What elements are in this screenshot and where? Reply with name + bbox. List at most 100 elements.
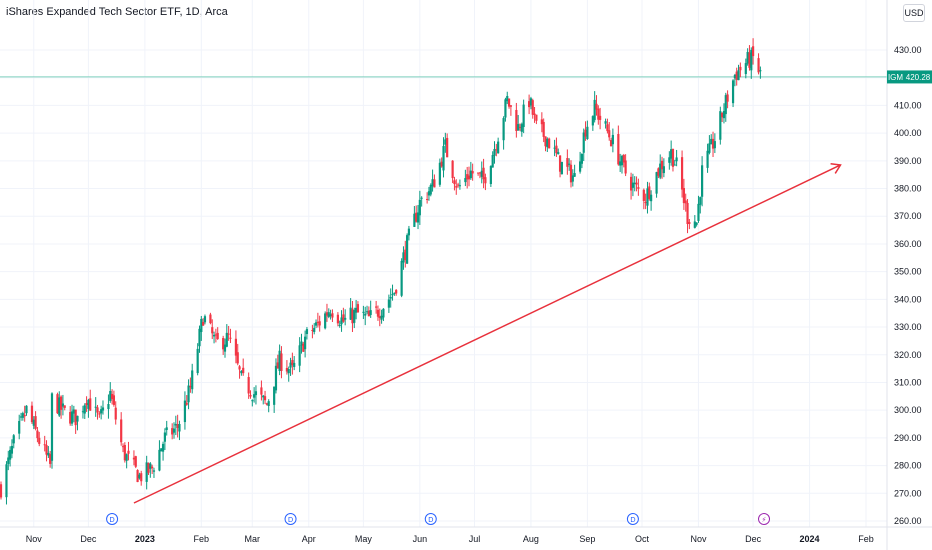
candle	[635, 176, 638, 192]
y-tick-label: 320.00	[894, 350, 922, 360]
candle-body	[604, 121, 607, 124]
candle-body	[236, 352, 239, 364]
candle-body	[737, 70, 740, 81]
candle-body	[695, 222, 698, 225]
candle	[176, 414, 179, 438]
event-marker-label: D	[288, 516, 293, 524]
candle	[518, 123, 522, 132]
candle	[61, 394, 65, 416]
candle	[273, 386, 276, 413]
candle	[566, 149, 569, 175]
candle	[76, 415, 79, 431]
candle	[471, 163, 474, 181]
candle	[751, 38, 755, 65]
candle-body	[125, 454, 128, 461]
candle	[260, 380, 263, 401]
candle	[149, 462, 152, 478]
x-tick-label: Oct	[635, 534, 650, 544]
candle-body	[340, 317, 343, 325]
dividend-event-marker[interactable]: D	[626, 513, 639, 525]
candle	[748, 45, 751, 71]
candle	[212, 331, 216, 344]
candle	[660, 156, 664, 179]
candle	[759, 66, 762, 79]
candle-body	[466, 174, 469, 180]
dividend-event-marker[interactable]: D	[284, 513, 297, 525]
candle	[293, 356, 296, 371]
candle-body	[595, 103, 598, 110]
candle	[400, 258, 403, 298]
event-marker-circle	[758, 513, 771, 525]
candle	[23, 405, 26, 422]
candle-body	[739, 66, 742, 71]
price-badge-value-bg	[904, 70, 932, 84]
candle	[657, 167, 660, 179]
candle-body	[469, 170, 472, 179]
candle-body	[440, 161, 443, 167]
candle	[198, 325, 201, 353]
candle	[528, 94, 531, 115]
candle	[353, 307, 356, 329]
candle	[189, 377, 192, 393]
candle-body	[395, 290, 398, 294]
candle-body	[418, 199, 421, 216]
candle	[375, 300, 378, 314]
candle	[145, 455, 148, 490]
candle-body	[145, 462, 148, 482]
candle-body	[620, 156, 624, 166]
currency-button[interactable]: USD	[903, 4, 925, 22]
candle-body	[382, 308, 385, 318]
candle	[597, 105, 600, 125]
candle	[211, 319, 214, 340]
candle	[684, 193, 687, 212]
candle	[183, 391, 187, 430]
candle	[81, 405, 85, 419]
candle	[365, 305, 369, 315]
candle	[147, 462, 150, 475]
candle-body	[327, 312, 330, 317]
candle-body	[531, 100, 534, 115]
candle-body	[446, 137, 449, 158]
candle	[265, 402, 268, 406]
candle-body	[480, 170, 483, 177]
candle	[591, 115, 594, 131]
candle	[675, 149, 678, 167]
candle-body	[571, 175, 574, 182]
candle-body	[38, 437, 41, 444]
candle-body	[362, 311, 365, 313]
candle	[608, 122, 611, 141]
event-marker-circle	[284, 513, 297, 525]
candle-body	[70, 411, 74, 424]
candle-body	[298, 345, 301, 366]
candle-body	[109, 390, 112, 401]
dividend-event-marker[interactable]: D	[424, 513, 437, 525]
candle	[140, 470, 143, 486]
candle-body	[274, 365, 278, 391]
candle-body	[313, 327, 316, 332]
candle-body	[495, 149, 498, 151]
candle-body	[183, 400, 187, 423]
candle-body	[0, 484, 3, 498]
candle	[112, 390, 116, 407]
candle-body	[478, 172, 482, 174]
dividend-event-marker[interactable]: D	[106, 513, 119, 525]
candle	[480, 161, 483, 184]
candle	[440, 157, 443, 168]
candle-body	[251, 400, 254, 402]
candle	[110, 389, 114, 405]
candle-body	[76, 415, 79, 422]
candle	[83, 403, 86, 420]
candle	[236, 343, 239, 366]
candle	[161, 441, 165, 461]
candle	[63, 405, 66, 411]
candle	[280, 346, 283, 379]
candle-body	[364, 313, 367, 316]
candle-body	[263, 396, 267, 401]
candle	[531, 98, 534, 119]
candle	[25, 405, 28, 416]
candle-body	[58, 397, 61, 416]
candle	[544, 136, 547, 152]
candle-body	[172, 428, 176, 433]
split-event-marker[interactable]: ⚡	[758, 513, 771, 525]
